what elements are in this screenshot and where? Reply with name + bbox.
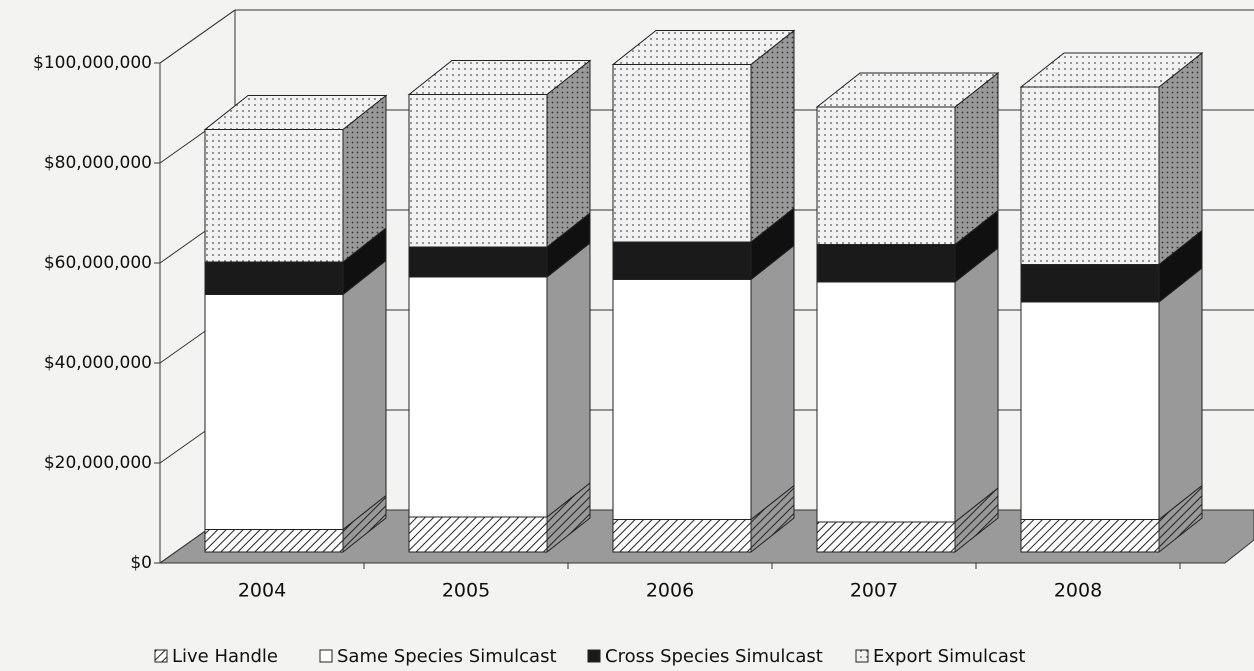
bar-segment (816, 521, 956, 553)
y-tick-label: $80,000,000 (44, 153, 152, 173)
x-tick-label: 2007 (850, 580, 898, 602)
legend-swatch (319, 649, 333, 663)
bar-side (342, 259, 387, 531)
bar-segment (408, 516, 548, 553)
bar-segment (612, 519, 752, 553)
bar-side (1158, 266, 1203, 521)
bar-segment (816, 244, 956, 283)
bar-segment (408, 276, 548, 518)
y-tick-label: $40,000,000 (44, 353, 152, 373)
y-tick-label: $60,000,000 (44, 253, 152, 273)
bar-segment (204, 129, 344, 263)
bar-segment (408, 246, 548, 278)
bar-side (1158, 51, 1203, 266)
bar-top (815, 72, 1000, 108)
bar-segment (612, 279, 752, 520)
bar-segment (1020, 86, 1160, 265)
bar-segment (816, 281, 956, 523)
bar-segment (204, 529, 344, 553)
bar-side (750, 29, 795, 244)
x-tick-label: 2005 (442, 580, 490, 602)
y-tick-label: $0 (130, 553, 152, 573)
bar-segment (612, 64, 752, 243)
plot: 2004 2005 2006 2007 2008 (203, 29, 1204, 602)
bar-segment (1020, 264, 1160, 303)
x-tick-label: 2006 (646, 580, 694, 602)
legend-swatch (855, 649, 869, 663)
bar-segment (204, 294, 344, 530)
bar-segment (1020, 519, 1160, 553)
x-tick-label: 2004 (238, 580, 286, 602)
grid-line (159, 9, 236, 64)
bar-segment (612, 241, 752, 280)
bar-side (750, 244, 795, 521)
bar-top (1019, 52, 1204, 88)
x-tick-label: 2008 (1054, 580, 1102, 602)
legend-label: Export Simulcast (873, 646, 1025, 667)
bar-top (611, 30, 796, 65)
legend-label: Live Handle (172, 646, 278, 667)
legend-swatch (587, 649, 601, 663)
bar-top (203, 95, 388, 130)
y-tick-label: $100,000,000 (33, 53, 152, 73)
legend: Live Handle Same Species Simulcast Cross S… (154, 646, 1025, 667)
bar-side (546, 241, 591, 519)
bar-segment (408, 94, 548, 248)
legend-label: Same Species Simulcast (337, 646, 557, 667)
bar-top (407, 60, 592, 95)
y-tick-label: $20,000,000 (44, 453, 152, 473)
bar-segment (204, 261, 344, 295)
legend-swatch (154, 649, 168, 663)
legend-label: Cross Species Simulcast (605, 646, 823, 667)
bar-side (954, 246, 999, 524)
bar-segment (1020, 301, 1160, 520)
bar-segment (816, 106, 956, 245)
